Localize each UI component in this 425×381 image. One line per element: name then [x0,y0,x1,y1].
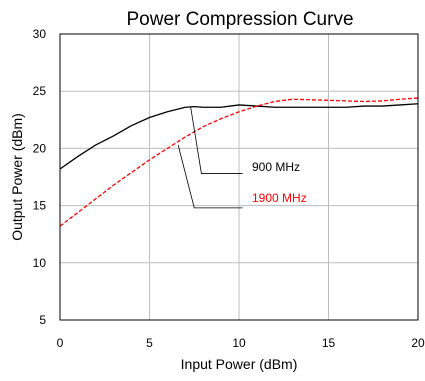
chart-title: Power Compression Curve [126,9,353,30]
y-tick-label: 15 [33,199,47,213]
y-tick-label: 20 [33,141,47,155]
y-axis-label: Output Power (dBm) [9,113,25,241]
x-tick-label: 10 [232,336,246,350]
x-axis-label: Input Power (dBm) [181,356,298,372]
legend-annotations: 900 MHz 1900 MHz [177,107,307,209]
plot-frame [59,33,419,321]
legend-leader-line [177,144,243,209]
x-tick-label: 0 [57,336,64,350]
x-tick-label: 20 [411,336,425,350]
legend-label: 1900 MHz [252,191,307,205]
x-tick-label: 15 [322,336,336,350]
y-tick-label: 25 [33,84,47,98]
x-tick-label: 5 [146,336,153,350]
series-line-1900mhz [59,97,419,227]
series-line-900mhz [59,103,419,170]
y-tick-label: 10 [33,256,47,270]
y-tick-label: 5 [39,313,46,327]
x-tick-labels: 0 5 10 15 20 [57,336,425,350]
legend-leader-line [190,107,243,174]
y-tick-labels: 5 10 15 20 25 30 [33,27,47,327]
grid [60,34,418,320]
legend-label: 900 MHz [252,160,300,174]
y-tick-label: 30 [33,27,47,41]
series-layer [59,97,419,227]
